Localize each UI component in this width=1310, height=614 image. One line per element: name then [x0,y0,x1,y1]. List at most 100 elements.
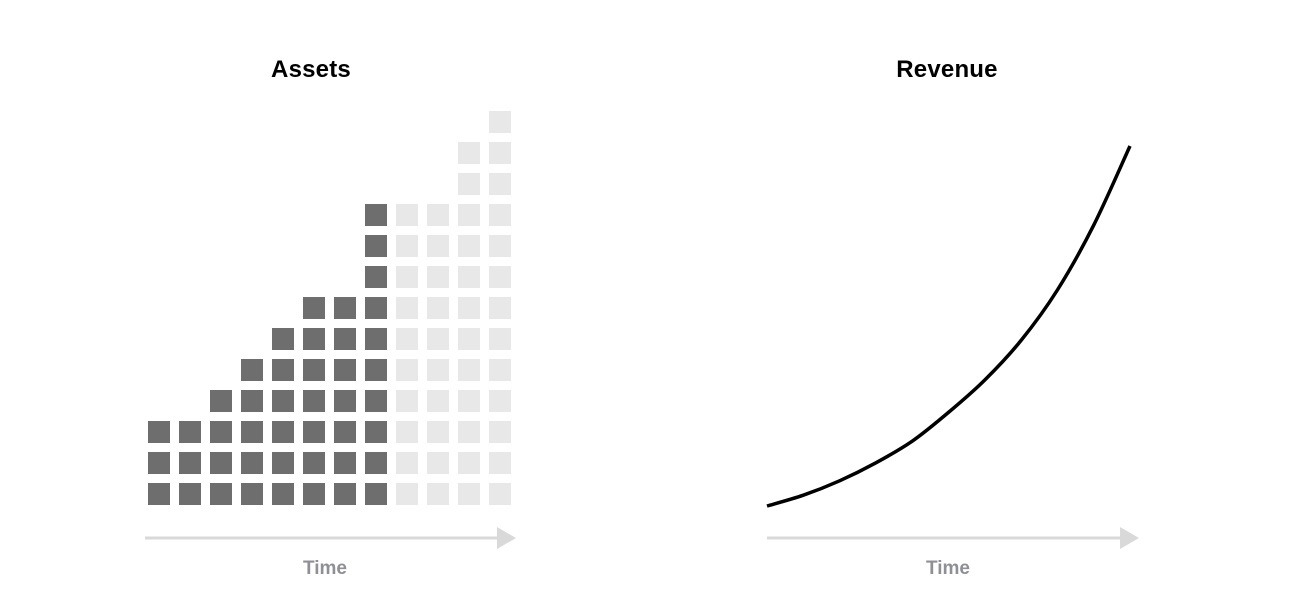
asset-block-owned [148,452,170,474]
asset-block-projected [396,483,418,505]
asset-block-owned [365,328,387,350]
asset-block-owned [334,390,356,412]
revenue-chart: Revenue Time [655,0,1310,614]
assets-chart-title: Assets [271,56,351,83]
asset-block-projected [489,328,511,350]
assets-x-axis-arrow [497,527,516,549]
asset-block-owned [365,235,387,257]
asset-block-owned [241,359,263,381]
asset-block-projected [458,204,480,226]
asset-block-projected [427,390,449,412]
revenue-x-axis-arrow [1120,527,1139,549]
asset-block-projected [458,452,480,474]
asset-block-owned [272,452,294,474]
asset-block-owned [272,390,294,412]
asset-block-projected [427,359,449,381]
asset-block-projected [427,266,449,288]
asset-block-owned [210,390,232,412]
asset-block-owned [365,421,387,443]
asset-block-projected [396,297,418,319]
asset-block-owned [241,452,263,474]
asset-block-projected [489,142,511,164]
assets-chart: Assets Time [145,56,516,579]
asset-block-projected [427,483,449,505]
asset-block-owned [365,204,387,226]
asset-block-projected [427,235,449,257]
asset-block-projected [489,266,511,288]
asset-block-owned [210,452,232,474]
asset-block-owned [148,483,170,505]
asset-block-projected [427,421,449,443]
asset-block-projected [427,328,449,350]
asset-block-projected [458,328,480,350]
asset-block-projected [458,266,480,288]
asset-block-projected [458,142,480,164]
asset-block-owned [365,297,387,319]
asset-block-projected [489,421,511,443]
asset-block-owned [365,359,387,381]
asset-block-projected [396,390,418,412]
asset-block-owned [272,483,294,505]
asset-block-projected [396,266,418,288]
asset-block-owned [179,452,201,474]
asset-block-owned [303,359,325,381]
asset-block-projected [489,483,511,505]
assets-x-axis-label: Time [302,558,347,579]
asset-block-projected [489,297,511,319]
asset-block-owned [179,483,201,505]
asset-block-owned [334,297,356,319]
asset-block-projected [396,359,418,381]
asset-block-owned [303,421,325,443]
asset-block-owned [334,421,356,443]
asset-block-owned [303,328,325,350]
asset-block-owned [334,328,356,350]
asset-block-owned [365,266,387,288]
asset-block-owned [241,483,263,505]
asset-block-owned [365,452,387,474]
asset-block-owned [272,359,294,381]
asset-block-owned [272,421,294,443]
asset-block-owned [303,390,325,412]
asset-block-projected [458,421,480,443]
revenue-x-axis [767,527,1139,549]
asset-block-projected [489,452,511,474]
assets-block-grid [148,111,511,505]
asset-block-projected [458,390,480,412]
revenue-x-axis-label: Time [925,558,970,579]
asset-block-projected [489,111,511,133]
asset-block-owned [334,452,356,474]
asset-block-projected [427,204,449,226]
revenue-chart-title: Revenue [896,56,998,83]
asset-block-owned [148,421,170,443]
asset-block-projected [427,297,449,319]
asset-block-projected [458,173,480,195]
assets-x-axis [145,527,516,549]
asset-block-owned [241,421,263,443]
asset-block-projected [458,235,480,257]
asset-block-owned [241,390,263,412]
asset-block-owned [334,359,356,381]
asset-block-projected [458,483,480,505]
asset-block-projected [396,452,418,474]
asset-block-owned [334,483,356,505]
asset-block-projected [489,204,511,226]
asset-block-projected [489,359,511,381]
asset-block-projected [458,359,480,381]
asset-block-owned [210,483,232,505]
asset-block-owned [303,483,325,505]
asset-block-projected [396,204,418,226]
asset-block-projected [489,235,511,257]
asset-block-owned [179,421,201,443]
revenue-series-line [766,145,1132,508]
asset-block-owned [303,297,325,319]
asset-block-owned [365,390,387,412]
asset-block-projected [396,328,418,350]
asset-block-owned [303,452,325,474]
asset-block-projected [489,390,511,412]
asset-block-owned [272,328,294,350]
asset-block-projected [489,173,511,195]
asset-block-projected [458,297,480,319]
asset-block-projected [427,452,449,474]
asset-block-owned [210,421,232,443]
asset-block-owned [365,483,387,505]
